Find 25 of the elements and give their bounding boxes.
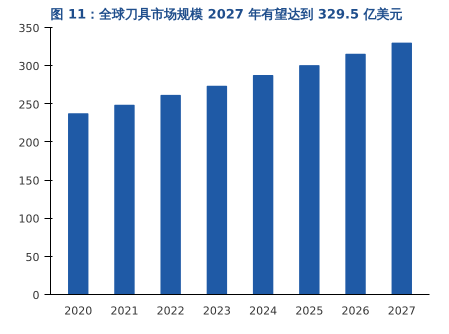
y-tick-label: 250 [18, 98, 40, 112]
y-tick-label: 200 [18, 136, 40, 150]
x-tick-label: 2024 [249, 304, 278, 318]
x-tick-label: 2027 [388, 304, 416, 318]
y-tick-label: 0 [32, 289, 40, 302]
x-tick-label: 2020 [64, 304, 92, 318]
bar [252, 75, 274, 294]
y-tick-label: 50 [26, 250, 40, 264]
x-tick-label: 2022 [156, 304, 185, 318]
y-tick-label: 300 [18, 60, 40, 74]
bar [114, 104, 135, 294]
bar [345, 54, 366, 294]
x-tick-label: 2021 [110, 304, 138, 318]
x-tick-label: 2025 [295, 304, 324, 318]
bar [68, 113, 88, 294]
x-tick-label: 2026 [342, 304, 370, 318]
bar [299, 65, 320, 294]
bar [392, 42, 412, 294]
y-tick-label: 150 [18, 174, 40, 188]
y-tick-label: 350 [18, 22, 40, 35]
x-tick-label: 2023 [202, 304, 231, 318]
chart-title: 图 11：全球刀具市场规模 2027 年有望达到 329.5 亿美元 [50, 6, 403, 22]
bar [160, 94, 181, 294]
y-tick-label: 100 [18, 212, 40, 226]
bar [206, 86, 228, 294]
